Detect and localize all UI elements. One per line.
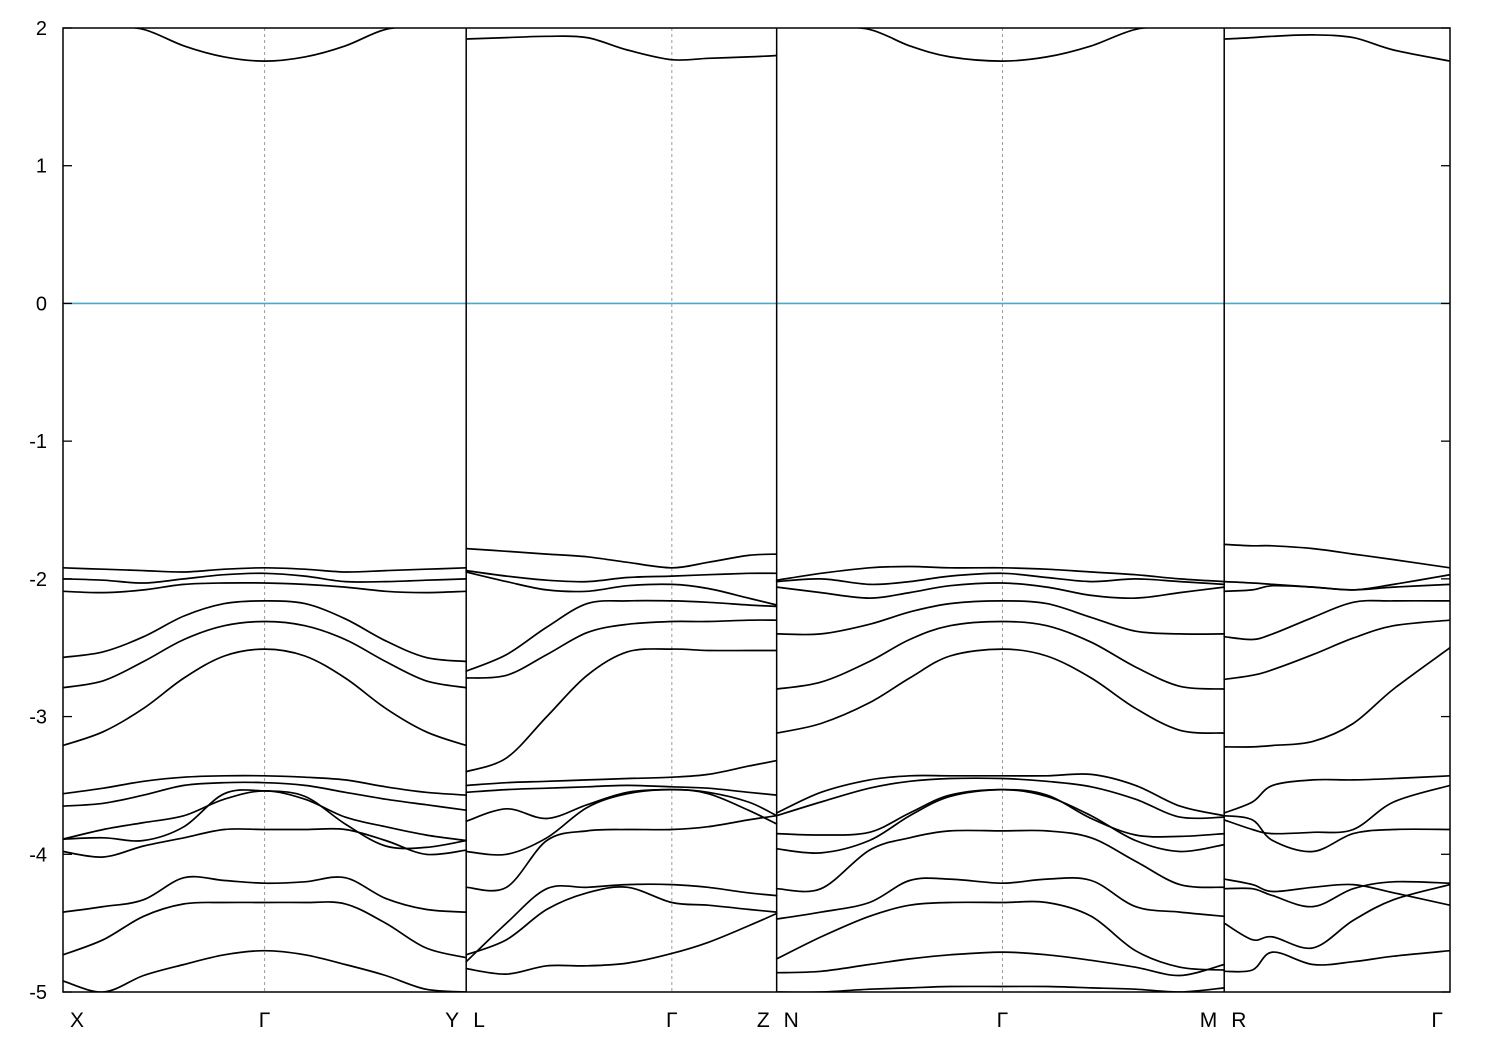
band-line (1223, 646, 1450, 748)
band-line (775, 600, 1226, 636)
band-line (1223, 619, 1450, 681)
band-line (775, 582, 1226, 600)
kpoint-label: Γ (666, 1009, 678, 1032)
band-line (1223, 580, 1450, 591)
band-line (1223, 543, 1450, 569)
band-line (775, 788, 1226, 855)
band-line (775, 951, 1226, 977)
y-tick-label: -2 (29, 569, 47, 591)
band-line (465, 814, 778, 892)
y-tick-label: -1 (29, 431, 47, 453)
kpoint-label: R (1231, 1009, 1246, 1032)
band-line (775, 648, 1226, 734)
kpoint-label: X (70, 1009, 84, 1032)
band-line (775, 900, 1226, 971)
band-line (465, 35, 778, 61)
band-line (465, 759, 778, 787)
band-line (465, 648, 778, 773)
band-line (1223, 880, 1450, 908)
kpoint-label: L (473, 1009, 485, 1032)
kpoint-label: Y (445, 1009, 459, 1032)
band-line (465, 619, 778, 679)
band-line (465, 886, 778, 956)
band-line (775, 788, 1226, 838)
band-line (63, 949, 468, 992)
band-line (775, 877, 1226, 920)
segment-separators (465, 28, 1225, 992)
band-line (465, 912, 778, 975)
band-line (63, 827, 468, 858)
band-line (465, 547, 778, 569)
kpoint-label: Z (757, 1009, 770, 1032)
band-line (775, 777, 1226, 820)
band-line (63, 572, 468, 584)
band-line (1223, 774, 1450, 814)
band-line (775, 829, 1226, 893)
band-line (775, 773, 1226, 817)
band-line (465, 599, 778, 672)
band-lines (63, 28, 1450, 992)
y-tick-label: -4 (29, 844, 47, 866)
band-line (63, 600, 468, 663)
band-line (63, 774, 468, 796)
band-line (63, 789, 468, 850)
kpoint-label: N (784, 1009, 799, 1032)
band-line (465, 788, 778, 856)
y-tick-label: 1 (36, 156, 47, 178)
y-axis: 2 1 0 -1 -2 -3 -4 -5 (29, 18, 1450, 1004)
band-line (775, 565, 1226, 583)
band-line (465, 883, 778, 963)
band-line (465, 571, 778, 606)
y-tick-label: -5 (29, 982, 47, 1004)
band-line (775, 985, 1226, 992)
band-line (1223, 878, 1450, 907)
band-line (1223, 784, 1450, 835)
kpoint-label: Γ (1431, 1009, 1443, 1032)
band-line (852, 28, 1152, 62)
band-line (63, 901, 468, 959)
kpoint-label: Γ (259, 1009, 271, 1032)
band-line (465, 569, 778, 583)
band-line (63, 620, 468, 689)
band-line (63, 566, 468, 573)
band-line (775, 620, 1226, 690)
band-line (465, 788, 778, 823)
band-line (465, 784, 778, 796)
y-tick-label: 2 (36, 18, 47, 40)
y-tick-label: -3 (29, 707, 47, 729)
band-line (63, 781, 468, 812)
kpoint-label: M (1200, 1009, 1218, 1032)
band-line (63, 875, 468, 913)
plot-frame (62, 27, 1451, 993)
band-line (1223, 814, 1450, 853)
high-symmetry-gridlines (264, 28, 1225, 992)
kpoint-label: Γ (997, 1009, 1009, 1032)
band-line (775, 572, 1226, 586)
band-line (63, 648, 468, 747)
band-line (63, 582, 468, 594)
band-line (129, 28, 401, 62)
band-line (1223, 599, 1450, 641)
band-line (1223, 34, 1450, 62)
band-line (1223, 883, 1450, 950)
y-tick-label: 0 (36, 293, 47, 315)
band-line (1223, 949, 1450, 973)
